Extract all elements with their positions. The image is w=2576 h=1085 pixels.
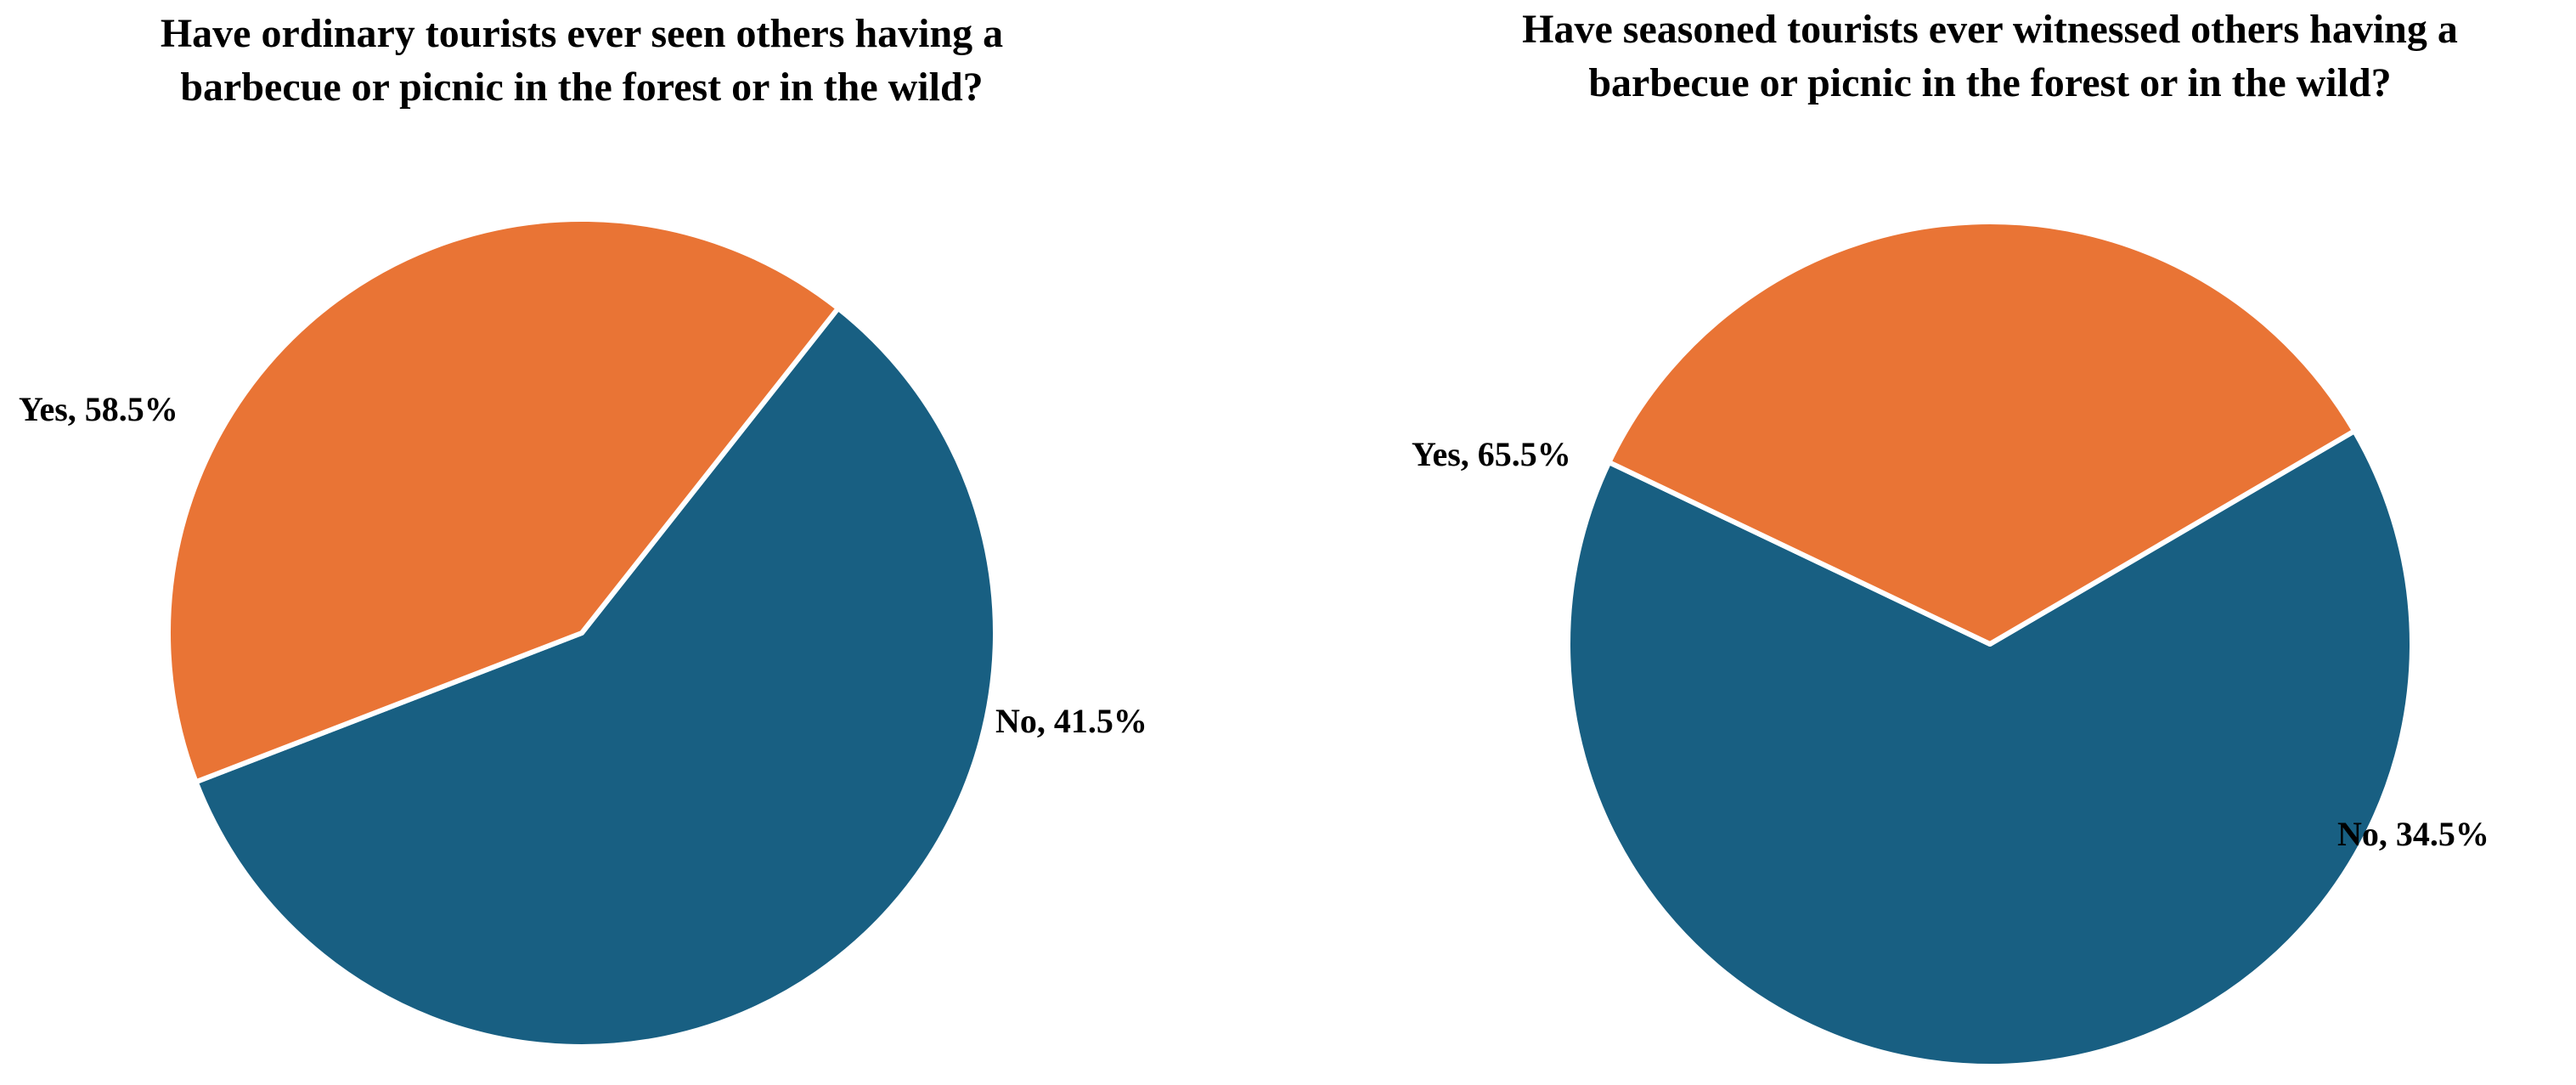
pie-slice-no: [166, 216, 841, 785]
chart-title-line-1: Have ordinary tourists ever seen others …: [161, 11, 1003, 56]
slice-label-no: No, 41.5%: [995, 702, 1147, 740]
pie-slices: [1565, 219, 2415, 1069]
slice-label-yes: Yes, 65.5%: [1412, 435, 1571, 473]
slice-label-no: No, 34.5%: [2337, 815, 2489, 853]
pie-slices: [166, 216, 998, 1049]
chart-ordinary-tourists: Have ordinary tourists ever seen others …: [19, 11, 1147, 1049]
pie-slice-no: [1606, 219, 2358, 647]
chart-title-line-1: Have seasoned tourists ever witnessed ot…: [1522, 7, 2458, 52]
pie-slice-yes: [193, 305, 998, 1049]
chart-title-line-2: barbecue or picnic in the forest or in t…: [180, 65, 983, 110]
pie-slice-yes: [1565, 428, 2415, 1069]
chart-title-line-2: barbecue or picnic in the forest or in t…: [1588, 60, 2391, 105]
slice-label-yes: Yes, 58.5%: [19, 390, 178, 428]
chart-seasoned-tourists: Have seasoned tourists ever witnessed ot…: [1412, 7, 2489, 1069]
